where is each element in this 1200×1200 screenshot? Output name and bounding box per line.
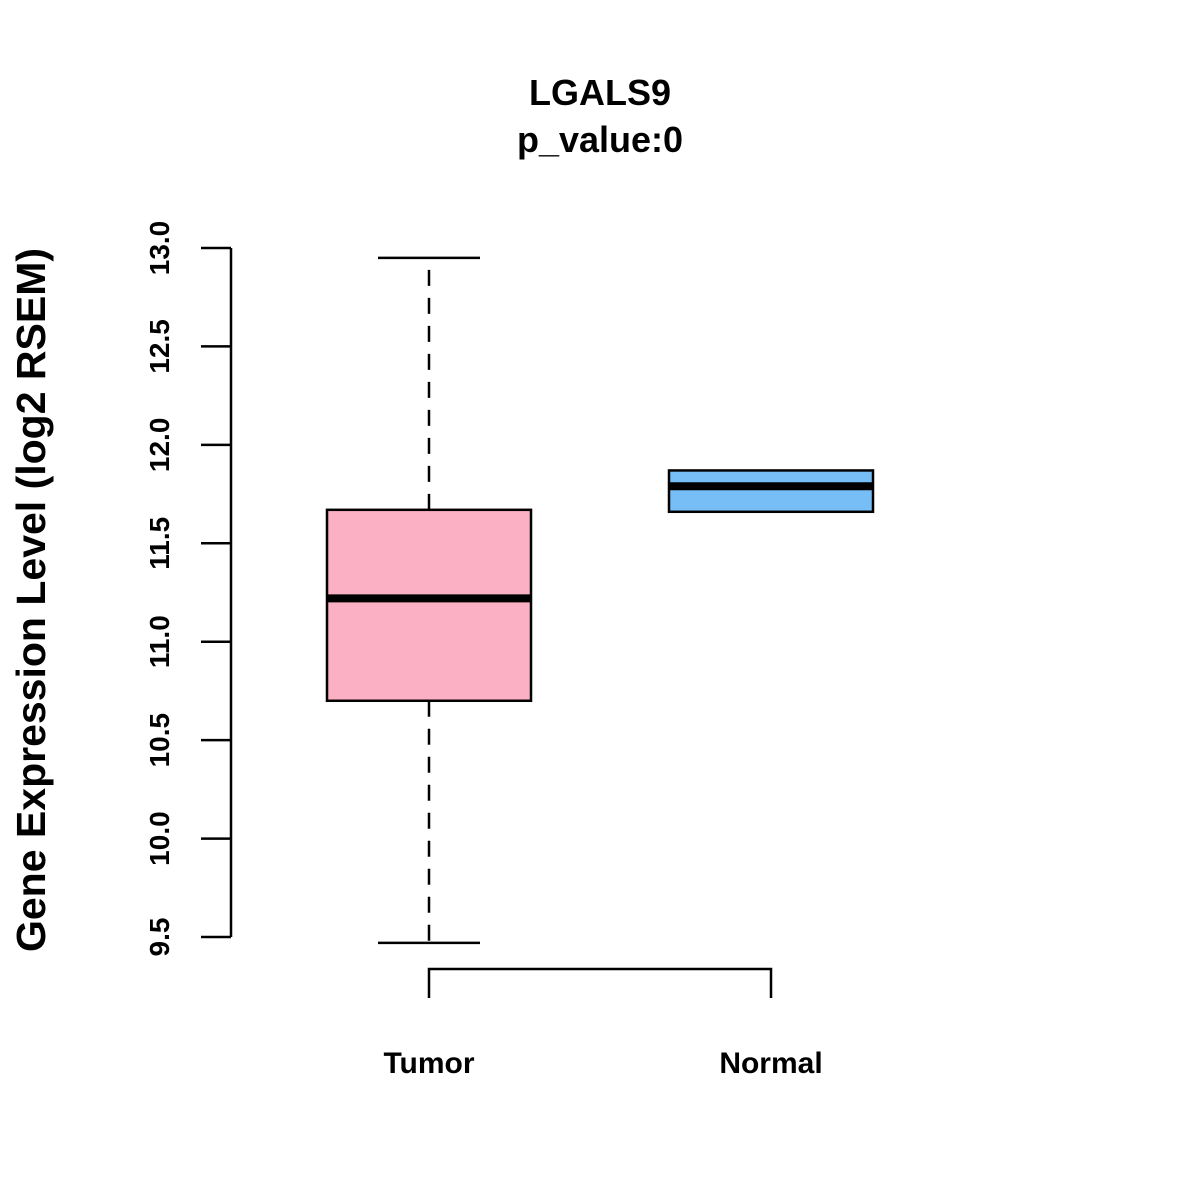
y-tick-label: 12.0 xyxy=(144,418,175,473)
box-tumor xyxy=(325,256,533,945)
chart-title: LGALS9 xyxy=(529,72,671,113)
chart-subtitle: p_value:0 xyxy=(517,119,683,160)
boxes xyxy=(325,256,875,945)
bracket-line xyxy=(427,967,773,998)
y-axis-label: Gene Expression Level (log2 RSEM) xyxy=(8,248,54,952)
box-normal xyxy=(667,469,875,514)
x-label-normal: Normal xyxy=(719,1047,822,1080)
significance-bracket xyxy=(427,967,773,998)
y-tick-label: 11.5 xyxy=(144,517,175,570)
y-tick-label: 13.0 xyxy=(144,221,175,276)
x-axis-labels: Tumor Normal xyxy=(383,1047,822,1080)
box-rect xyxy=(667,469,875,514)
y-tick-label: 10.0 xyxy=(144,811,175,866)
y-tick-label: 10.5 xyxy=(144,713,175,768)
y-tick-label: 12.5 xyxy=(144,319,175,374)
box-rect xyxy=(325,508,533,703)
y-tick-label: 11.0 xyxy=(144,615,175,668)
y-axis: 9.5 10.0 10.5 11.0 11.5 12.0 12.5 13.0 xyxy=(144,221,233,957)
y-tick-label: 9.5 xyxy=(144,918,175,957)
x-label-tumor: Tumor xyxy=(383,1047,474,1080)
